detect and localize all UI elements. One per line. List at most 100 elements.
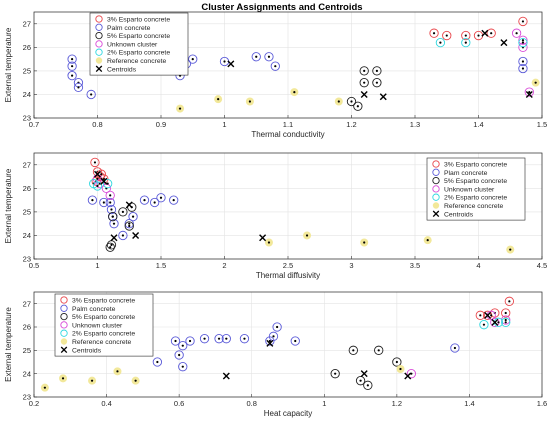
cluster-point — [87, 195, 98, 205]
x-tick-label: 0.8 — [92, 120, 102, 129]
x-tick-label: 1.2 — [346, 120, 356, 129]
cluster-point — [86, 89, 96, 100]
legend-label: Palm concrete — [107, 25, 151, 32]
x-tick-label: 1 — [95, 261, 99, 270]
cluster-point — [518, 63, 528, 74]
y-tick-label: 25 — [23, 207, 31, 216]
x-tick-label: 1 — [322, 399, 326, 408]
x-tick-label: 1.4 — [473, 120, 483, 129]
cluster-point — [106, 204, 117, 215]
legend-label: 5% Esparto concrete — [72, 314, 135, 321]
legend-box — [426, 157, 526, 221]
legend-label: 3% Esparto concrete — [107, 17, 170, 24]
reference-point — [245, 97, 254, 106]
y-tick-label: 26 — [23, 43, 31, 52]
legend-marker — [95, 31, 103, 40]
legend-item: 2% Esparto concrete — [95, 48, 170, 57]
legend-label: Reference concrete — [107, 58, 167, 65]
cluster-point — [124, 221, 134, 231]
cluster-point — [124, 219, 134, 229]
cluster-point — [188, 54, 198, 64]
cluster-point — [348, 345, 358, 355]
x-tick-label: 1.1 — [283, 120, 293, 129]
reference-point — [290, 88, 299, 97]
legend-label: 2% Esparto concrete — [444, 195, 507, 202]
legend-marker — [95, 23, 103, 31]
figure-title: Cluster Assignments and Centroids — [201, 2, 362, 13]
cluster-point — [363, 380, 373, 390]
legend-label: Reference concrete — [72, 339, 132, 346]
reference-point — [303, 231, 312, 240]
legend-label: 2% Esparto concrete — [107, 50, 170, 57]
cluster-point — [518, 16, 528, 27]
cluster-point — [353, 101, 363, 111]
legend-label: Palm concrete — [72, 306, 116, 313]
legend-item: 3% Esparto concrete — [95, 15, 170, 24]
legend-label: 2% Esparto concrete — [72, 331, 135, 338]
centroid-point — [525, 90, 533, 98]
cluster-point — [461, 30, 471, 41]
legend-item: 5% Esparto concrete — [432, 176, 507, 185]
x-tick-label: 1 — [222, 120, 226, 129]
cluster-point — [128, 211, 138, 222]
y-tick-label: 24 — [23, 231, 31, 240]
centroid-point — [259, 234, 267, 242]
cluster-point — [99, 197, 109, 208]
cluster-point — [501, 315, 511, 325]
cluster-point — [372, 78, 382, 88]
legend-label: Centroids — [107, 66, 137, 73]
reference-point — [131, 376, 140, 385]
reference-point — [396, 365, 405, 373]
cluster-point — [251, 52, 261, 62]
legend-label: 3% Esparto concrete — [72, 298, 135, 305]
legend-marker — [432, 210, 440, 218]
legend-marker — [432, 168, 440, 176]
cluster-point — [199, 334, 210, 344]
y-tick-label: 23 — [23, 393, 31, 402]
cluster-point — [264, 52, 274, 62]
legend-box — [89, 12, 189, 76]
y-tick-label: 26 — [23, 323, 31, 332]
cluster-point — [156, 193, 166, 203]
legend-label: Unknown cluster — [107, 41, 158, 48]
legend-marker — [432, 202, 440, 209]
centroid-point — [266, 339, 274, 347]
legend-label: Centroids — [72, 347, 102, 354]
cluster-point — [359, 66, 369, 76]
legend-label: Reference concrete — [444, 203, 504, 210]
x-tick-label: 4.5 — [537, 261, 547, 270]
cluster-point — [330, 369, 340, 379]
centroid-point — [360, 90, 368, 98]
cluster-point — [461, 37, 471, 48]
cluster-point — [67, 54, 77, 64]
reference-point — [264, 238, 273, 247]
legend-marker — [432, 193, 440, 201]
x-axis-label: Thermal diffusivity — [256, 271, 320, 280]
cluster-point — [185, 336, 195, 346]
x-tick-label: 1.6 — [537, 399, 547, 408]
cluster-point — [268, 331, 279, 341]
legend-item: Unknown cluster — [60, 321, 123, 329]
reference-point — [531, 78, 540, 87]
centroid-point — [94, 170, 101, 178]
x-tick-label: 1.5 — [537, 120, 547, 129]
centroid-point — [481, 29, 489, 37]
cluster-point — [442, 30, 452, 41]
legend-label: Unknown cluster — [72, 322, 123, 329]
cluster-point — [265, 336, 275, 346]
cluster-point — [272, 322, 282, 332]
cluster-point — [501, 308, 511, 318]
legend-item: Reference concrete — [60, 338, 132, 346]
legend-marker — [60, 346, 68, 354]
cluster-point — [355, 376, 366, 386]
legend-item: Centroids — [95, 65, 137, 73]
x-tick-label: 4 — [476, 261, 480, 270]
cluster-point — [429, 28, 439, 38]
y-tick-label: 27 — [23, 160, 31, 169]
cluster-point — [239, 334, 250, 344]
x-tick-label: 1.5 — [156, 261, 166, 270]
cluster-point — [174, 350, 184, 360]
x-tick-label: 0.4 — [101, 399, 111, 408]
